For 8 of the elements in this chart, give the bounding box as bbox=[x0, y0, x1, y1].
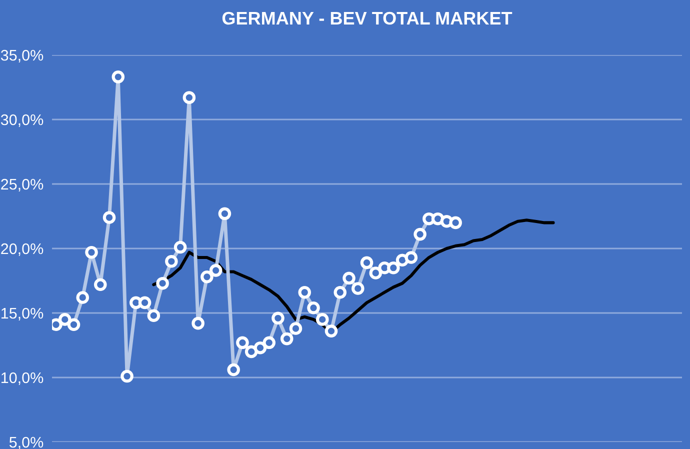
y-tick-label: 20,0% bbox=[1, 243, 44, 256]
y-tick-label: 30,0% bbox=[0, 114, 44, 127]
y-tick-label: 35,0% bbox=[0, 50, 44, 62]
y-tick-label: 25,0% bbox=[1, 178, 44, 192]
y-tick-label: 15,0% bbox=[2, 308, 44, 320]
chart-title: GERMANY - BEV TOTAL MARKET bbox=[222, 12, 512, 25]
y-tick-label: 10,0% bbox=[2, 372, 44, 385]
y-tick-label: 5,0% bbox=[9, 436, 44, 449]
